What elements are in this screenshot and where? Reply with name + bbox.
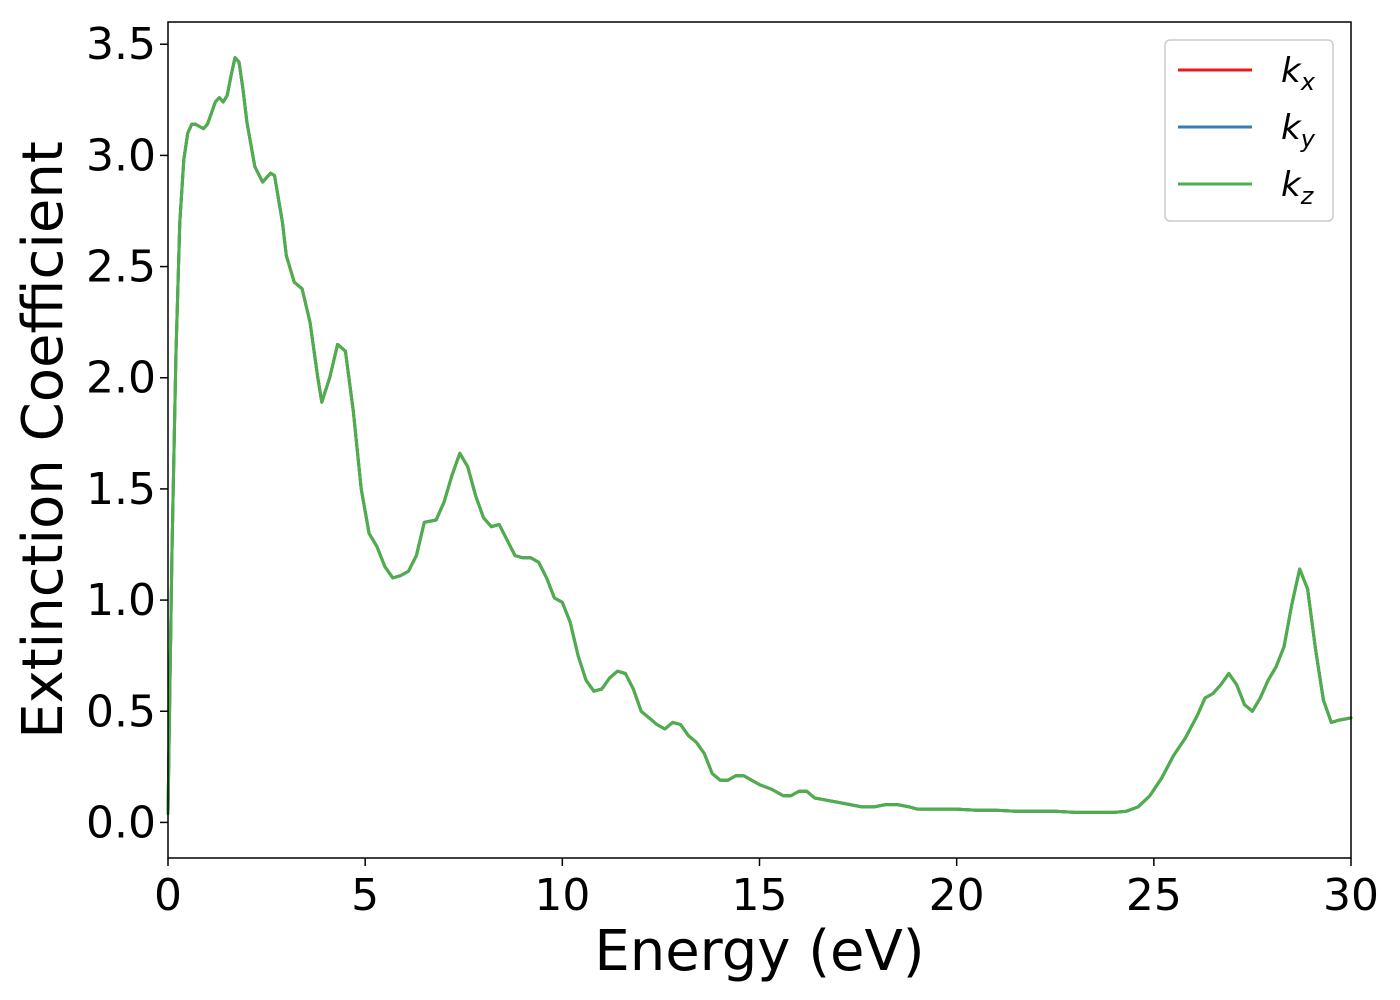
x-tick-label: 5 <box>351 870 379 921</box>
legend: kx ky kz <box>1164 39 1334 222</box>
x-tick-label: 10 <box>534 870 590 921</box>
x-tick-label: 15 <box>732 870 788 921</box>
x-tick-label: 0 <box>154 870 182 921</box>
plot-background <box>168 22 1351 858</box>
x-tick-label: 25 <box>1126 870 1182 921</box>
y-tick-label: 0.0 <box>86 797 156 848</box>
legend-frame <box>1164 39 1334 222</box>
y-axis-title: Extinction Coefficient <box>11 141 76 739</box>
y-axis: 0.0 0.5 1.0 1.5 2.0 2.5 3.0 3.5 <box>86 19 168 848</box>
legend-label-kx: kx <box>1281 51 1316 96</box>
x-tick-label: 30 <box>1323 870 1379 921</box>
y-tick-label: 0.5 <box>86 686 156 737</box>
x-axis: 0 5 10 15 20 25 30 <box>154 858 1379 921</box>
x-tick-label: 20 <box>929 870 985 921</box>
legend-label-kz: kz <box>1281 165 1315 210</box>
legend-label-ky: ky <box>1281 108 1316 153</box>
y-tick-label: 3.0 <box>86 130 156 181</box>
y-tick-label: 2.0 <box>86 353 156 404</box>
y-tick-label: 3.5 <box>86 19 156 70</box>
x-axis-title: Energy (eV) <box>594 919 924 984</box>
y-tick-label: 1.5 <box>86 464 156 515</box>
y-tick-label: 2.5 <box>86 242 156 293</box>
series-layer <box>166 56 1353 815</box>
y-tick-label: 1.0 <box>86 575 156 626</box>
series-line-kz <box>166 56 1353 815</box>
